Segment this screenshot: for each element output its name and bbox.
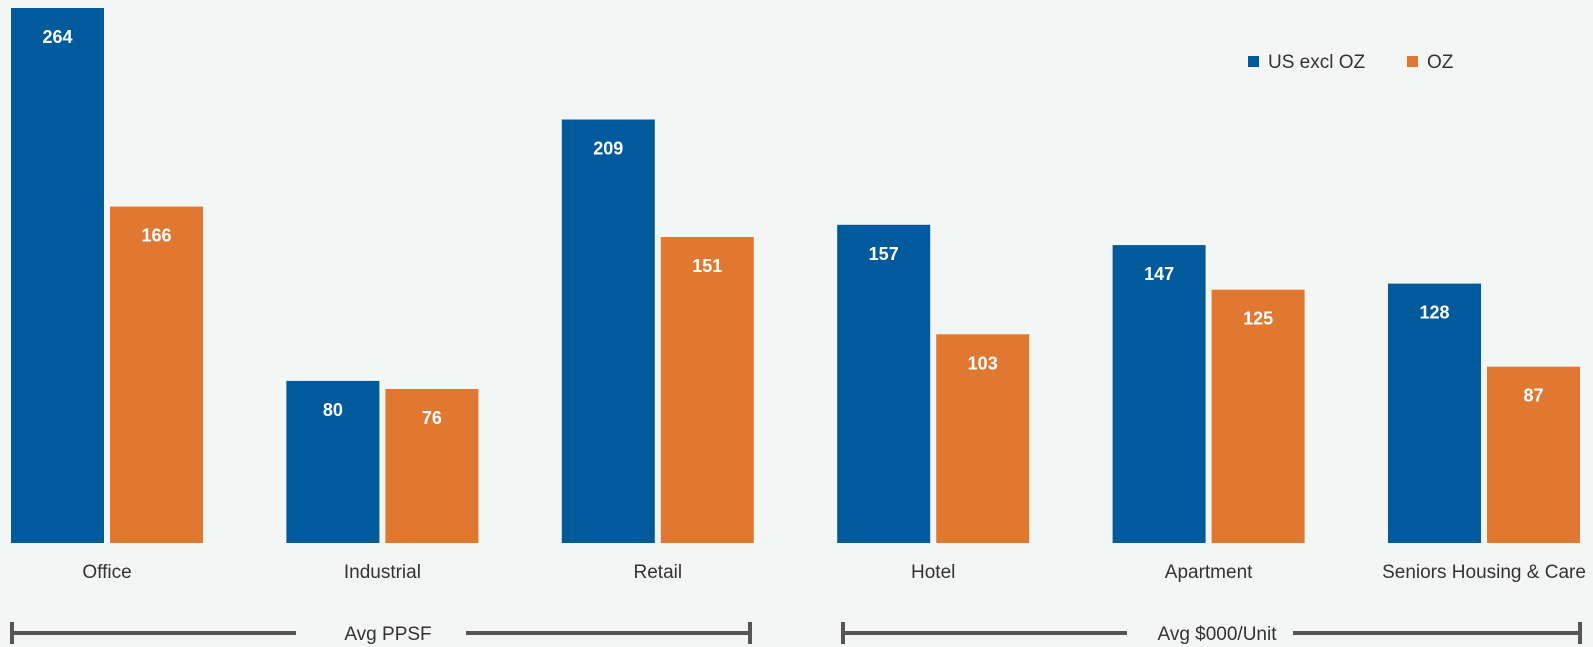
bar-oz-office	[110, 206, 203, 543]
group-bracket-avg-000-unit: Avg $000/Unit	[841, 622, 1582, 645]
bar-oz-apartment	[1211, 289, 1305, 543]
data-label-us-excl-oz-retail: 209	[593, 139, 623, 159]
legend-label-us-excl-oz: US excl OZ	[1268, 52, 1366, 73]
legend-swatch-oz	[1407, 56, 1418, 67]
category-label-office: Office	[82, 562, 131, 583]
legend-swatch-us-excl-oz	[1248, 56, 1259, 67]
bars-layer	[11, 8, 1580, 544]
bar-us-excl-oz-hotel	[837, 224, 931, 544]
category-label-seniors-housing-care: Seniors Housing & Care	[1382, 562, 1586, 583]
data-label-us-excl-oz-apartment: 147	[1144, 264, 1174, 284]
data-label-oz-apartment: 125	[1243, 309, 1273, 329]
bar-oz-industrial	[385, 389, 479, 543]
category-label-retail: Retail	[634, 562, 683, 583]
group-label-avg-ppsf: Avg PPSF	[344, 624, 431, 645]
category-label-hotel: Hotel	[911, 562, 955, 583]
bar-oz-seniors-housing-care	[1487, 366, 1580, 543]
group-bracket-avg-ppsf: Avg PPSF	[10, 622, 752, 645]
data-label-us-excl-oz-hotel: 157	[869, 244, 899, 264]
legend-label-oz: OZ	[1427, 52, 1454, 73]
data-label-us-excl-oz-office: 264	[42, 27, 72, 47]
legend: US excl OZ OZ	[1248, 52, 1454, 73]
data-label-oz-industrial: 76	[422, 408, 442, 428]
data-label-oz-office: 166	[141, 226, 171, 246]
bar-oz-retail	[660, 237, 754, 543]
data-label-oz-retail: 151	[692, 256, 722, 276]
category-label-industrial: Industrial	[344, 562, 421, 583]
bar-us-excl-oz-seniors-housing-care	[1388, 283, 1481, 543]
category-labels-layer: Office Industrial Retail Hotel Apartment Seni…	[82, 562, 1586, 583]
bar-us-excl-oz-retail	[561, 119, 655, 543]
data-label-oz-hotel: 103	[968, 353, 998, 373]
bar-us-excl-oz-office	[11, 8, 104, 543]
category-label-apartment: Apartment	[1165, 562, 1253, 583]
data-label-us-excl-oz-industrial: 80	[323, 400, 343, 420]
bar-us-excl-oz-apartment	[1112, 245, 1206, 543]
group-label-avg-000-unit: Avg $000/Unit	[1157, 624, 1277, 645]
data-label-us-excl-oz-seniors-housing-care: 128	[1419, 303, 1449, 323]
bar-us-excl-oz-industrial	[286, 380, 380, 543]
value-labels-layer: 264 166 80 76 209 151 157 103 147 125 128 87	[42, 27, 1543, 428]
data-label-oz-seniors-housing-care: 87	[1523, 386, 1543, 406]
bar-oz-hotel	[936, 334, 1030, 543]
